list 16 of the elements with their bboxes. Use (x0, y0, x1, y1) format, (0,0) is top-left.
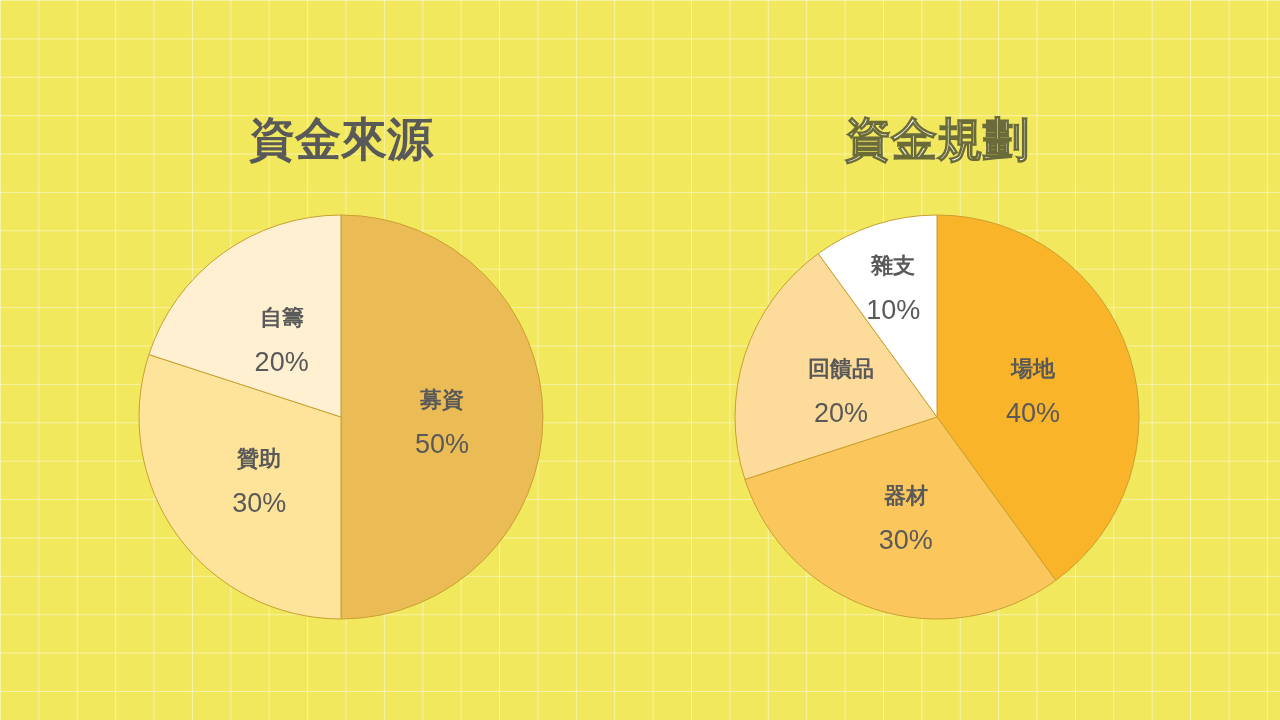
data-label: 30% (232, 488, 287, 519)
slice-label: 贊助 (236, 446, 282, 472)
data-label: 20% (254, 347, 309, 378)
chart-title: 資金來源 (249, 112, 434, 166)
data-label: 20% (813, 397, 868, 428)
slice-label: 募資 (419, 387, 464, 412)
data-label: 50% (414, 429, 470, 459)
slice-label: 回饋品 (807, 355, 874, 381)
data-label: 40% (1006, 397, 1061, 428)
data-label: 10% (866, 294, 921, 325)
slice-label: 場地 (1010, 355, 1057, 381)
data-label: 30% (878, 525, 933, 556)
slice-label: 自籌 (259, 305, 304, 331)
slice-label: 器材 (883, 483, 928, 509)
chart-title: 資金規劃 (845, 112, 1029, 166)
slice-label: 雜支 (870, 252, 916, 278)
